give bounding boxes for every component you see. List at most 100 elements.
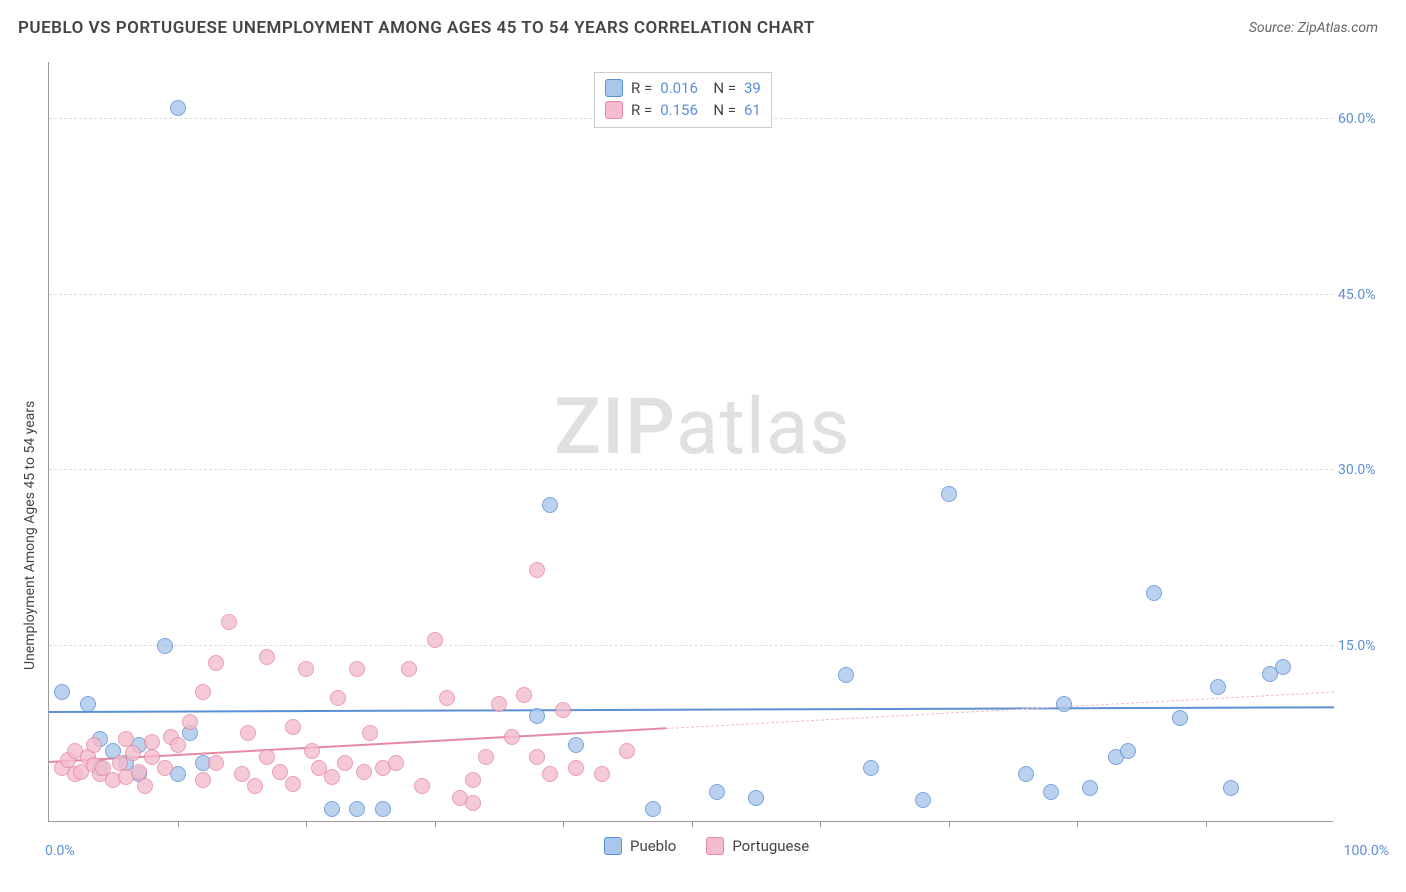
data-point [465, 795, 481, 811]
data-point [182, 714, 198, 730]
data-point [195, 684, 211, 700]
data-point [645, 801, 661, 817]
data-point [439, 690, 455, 706]
plot-area: ZIPatlas 15.0%30.0%45.0%60.0%0.0%100.0%R… [48, 62, 1333, 822]
legend-n-label: N = [706, 99, 736, 121]
grid-line [49, 294, 1333, 295]
data-point [1223, 780, 1239, 796]
data-point [337, 755, 353, 771]
data-point [170, 737, 186, 753]
x-axis-min: 0.0% [45, 843, 75, 859]
y-tick-label: 45.0% [1338, 287, 1393, 303]
data-point [915, 792, 931, 808]
data-point [362, 725, 378, 741]
data-point [1043, 784, 1059, 800]
data-point [427, 632, 443, 648]
data-point [157, 760, 173, 776]
data-point [529, 749, 545, 765]
y-axis-title: Unemployment Among Ages 45 to 54 years [22, 401, 38, 670]
data-point [568, 760, 584, 776]
x-tick [949, 821, 950, 827]
data-point [1275, 659, 1291, 675]
data-point [568, 737, 584, 753]
legend-swatch [605, 79, 623, 97]
data-point [401, 661, 417, 677]
data-point [298, 661, 314, 677]
legend-r-label: R = [631, 77, 652, 99]
grid-line [49, 645, 1333, 646]
chart-source: Source: ZipAtlas.com [1249, 20, 1378, 36]
data-point [356, 764, 372, 780]
legend-stats-row: R = 0.156 N = 61 [605, 99, 761, 121]
x-tick [178, 821, 179, 827]
data-point [555, 702, 571, 718]
data-point [330, 690, 346, 706]
legend-stats: R = 0.016 N = 39R = 0.156 N = 61 [594, 72, 772, 128]
data-point [1056, 696, 1072, 712]
x-tick [306, 821, 307, 827]
y-tick-label: 30.0% [1338, 462, 1393, 478]
legend-r-value: 0.156 [660, 99, 698, 121]
y-tick-label: 15.0% [1338, 638, 1393, 654]
data-point [234, 766, 250, 782]
x-axis-max: 100.0% [1344, 843, 1389, 859]
data-point [157, 638, 173, 654]
watermark-atlas: atlas [676, 382, 851, 473]
legend-swatch [706, 837, 724, 855]
legend-series-label: Portuguese [732, 837, 809, 855]
data-point [838, 667, 854, 683]
data-point [748, 790, 764, 806]
data-point [240, 725, 256, 741]
data-point [285, 776, 301, 792]
data-point [144, 749, 160, 765]
legend-series-item: Pueblo [604, 837, 676, 855]
data-point [259, 649, 275, 665]
chart-title: PUEBLO VS PORTUGUESE UNEMPLOYMENT AMONG … [18, 18, 815, 38]
legend-swatch [604, 837, 622, 855]
data-point [863, 760, 879, 776]
x-tick [435, 821, 436, 827]
data-point [529, 562, 545, 578]
data-point [478, 749, 494, 765]
data-point [709, 784, 725, 800]
legend-n-value: 61 [744, 99, 761, 121]
data-point [1172, 710, 1188, 726]
legend-swatch [605, 101, 623, 119]
data-point [349, 661, 365, 677]
trend-line [49, 707, 1334, 714]
data-point [259, 749, 275, 765]
data-point [1120, 743, 1136, 759]
data-point [594, 766, 610, 782]
chart-header: PUEBLO VS PORTUGUESE UNEMPLOYMENT AMONG … [0, 0, 1406, 42]
data-point [542, 766, 558, 782]
data-point [208, 655, 224, 671]
data-point [221, 614, 237, 630]
data-point [1018, 766, 1034, 782]
watermark-zip: ZIP [554, 382, 676, 473]
data-point [504, 729, 520, 745]
legend-r-label: R = [631, 99, 652, 121]
data-point [414, 778, 430, 794]
data-point [1146, 585, 1162, 601]
data-point [375, 801, 391, 817]
data-point [619, 743, 635, 759]
data-point [529, 708, 545, 724]
data-point [54, 684, 70, 700]
data-point [465, 772, 481, 788]
grid-line [49, 469, 1333, 470]
data-point [86, 737, 102, 753]
y-tick-label: 60.0% [1338, 111, 1393, 127]
data-point [1210, 679, 1226, 695]
data-point [304, 743, 320, 759]
legend-n-label: N = [706, 77, 736, 99]
legend-series-item: Portuguese [706, 837, 809, 855]
x-tick [1077, 821, 1078, 827]
data-point [137, 778, 153, 794]
x-tick [820, 821, 821, 827]
data-point [144, 734, 160, 750]
data-point [195, 772, 211, 788]
legend-stats-row: R = 0.016 N = 39 [605, 77, 761, 99]
legend-series: Pueblo Portuguese [604, 837, 809, 855]
x-tick [563, 821, 564, 827]
data-point [324, 801, 340, 817]
